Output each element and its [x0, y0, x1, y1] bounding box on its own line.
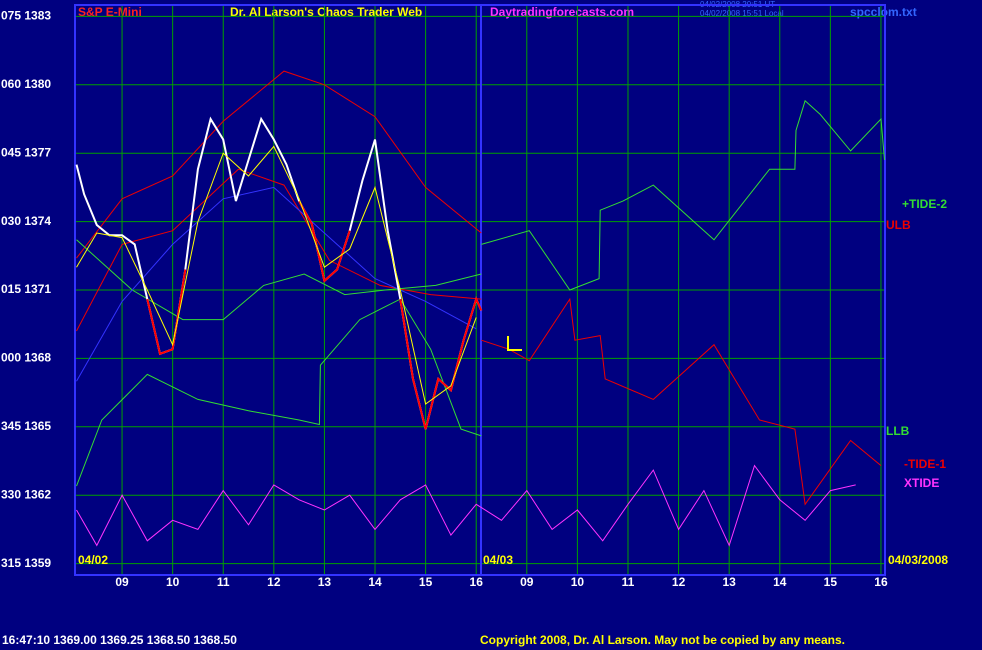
file-name: spcclom.txt — [850, 5, 917, 19]
series-line — [76, 145, 477, 405]
date-label: 04/03 — [483, 553, 513, 567]
y-tick-label: 030 1374 — [1, 214, 51, 228]
date-label: 04/03/2008 — [888, 553, 948, 567]
x-tick-label: 13 — [722, 575, 736, 589]
copyright: Copyright 2008, Dr. Al Larson. May not b… — [480, 633, 845, 647]
x-tick-label: 10 — [166, 575, 180, 589]
series-line — [76, 70, 482, 259]
x-tick-label: 14 — [368, 575, 382, 589]
site: Daytradingforecasts.com — [490, 5, 634, 19]
y-tick-label: 315 1359 — [1, 556, 51, 570]
y-tick-label: 330 1362 — [1, 487, 51, 501]
series-label: -TIDE-1 — [904, 457, 946, 471]
x-tick-label: 11 — [217, 575, 230, 589]
series-label: +TIDE-2 — [902, 197, 947, 211]
series-line — [146, 200, 483, 430]
x-tick-label: 16 — [470, 575, 484, 589]
x-tick-label: 09 — [520, 575, 534, 589]
symbol: S&P E-Mini — [78, 5, 142, 19]
y-tick-label: 045 1377 — [1, 145, 51, 159]
series-line — [76, 168, 482, 332]
x-tick-label: 15 — [419, 575, 433, 589]
x-tick-label: 13 — [318, 575, 332, 589]
x-tick-label: 16 — [874, 575, 888, 589]
y-tick-label: 075 1383 — [1, 9, 51, 23]
series-line — [76, 186, 477, 382]
series-line — [76, 239, 482, 321]
series-label: XTIDE — [904, 476, 939, 490]
y-tick-label: 345 1365 — [1, 419, 51, 433]
x-tick-label: 09 — [115, 575, 129, 589]
series-line — [481, 99, 885, 291]
x-tick-label: 10 — [571, 575, 585, 589]
x-tick-label: 12 — [267, 575, 281, 589]
x-tick-label: 14 — [773, 575, 787, 589]
series-line — [76, 464, 856, 547]
marker — [507, 336, 522, 351]
x-tick-label: 11 — [622, 575, 635, 589]
date-label: 04/02 — [78, 553, 108, 567]
quote: 16:47:10 1369.00 1369.25 1368.50 1368.50 — [2, 633, 237, 647]
series-label: LLB — [886, 424, 910, 438]
x-tick-label: 15 — [824, 575, 838, 589]
y-tick-label: 015 1371 — [1, 282, 51, 296]
y-tick-label: 060 1380 — [1, 77, 51, 91]
series-line — [76, 298, 482, 487]
timestamp: 04/02/2008 15:51 Local — [700, 9, 784, 18]
x-tick-label: 12 — [672, 575, 686, 589]
series-label: ULB — [886, 218, 911, 232]
y-tick-label: 000 1368 — [1, 351, 51, 365]
series-line — [481, 297, 882, 506]
chart-title: Dr. Al Larson's Chaos Trader Web — [230, 5, 422, 19]
